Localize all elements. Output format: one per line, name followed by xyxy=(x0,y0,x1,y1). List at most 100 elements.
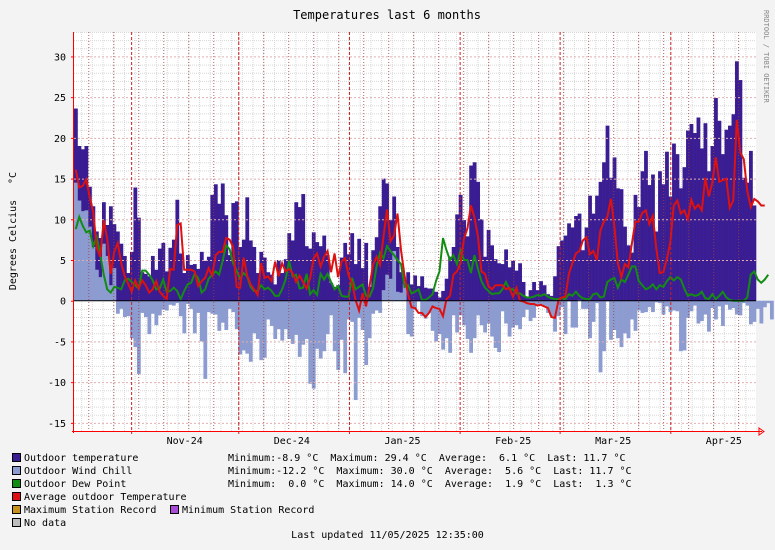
wind-chill-bar xyxy=(343,300,348,374)
wind-chill-bar xyxy=(329,300,334,316)
outdoor-temperature-bar xyxy=(224,215,229,301)
wind-chill-bar xyxy=(210,300,215,314)
wind-chill-bar xyxy=(717,300,722,307)
outdoor-temperature-bar xyxy=(500,264,505,301)
wind-chill-bar xyxy=(374,300,379,311)
outdoor-temperature-bar xyxy=(528,290,533,301)
legend-swatch xyxy=(12,479,21,488)
outdoor-temperature-bar xyxy=(672,143,676,301)
outdoor-temperature-bar xyxy=(525,296,529,301)
wind-chill-bar xyxy=(77,200,82,301)
stat-label-max: Maximum: xyxy=(330,453,379,464)
outdoor-temperature-bar xyxy=(350,233,355,301)
outdoor-temperature-bar xyxy=(465,236,470,301)
wind-chill-bar xyxy=(493,300,498,348)
stats-row-outdoor-temperature: Minimum:-8.9 °C Maximum: 29.4 °C Average… xyxy=(228,452,632,465)
major-grid xyxy=(74,32,756,431)
chart-legend: Outdoor temperature Outdoor Wind Chill O… xyxy=(12,452,187,530)
outdoor-temperature-bar xyxy=(588,195,592,301)
wind-chill-bar xyxy=(80,211,85,301)
outdoor-temperature-bar xyxy=(420,276,425,301)
outdoor-temperature-bar xyxy=(598,181,603,301)
wind-chill-bar xyxy=(693,300,697,306)
outdoor-temperature-bar xyxy=(241,239,246,301)
outdoor-temperature-bar xyxy=(658,171,662,301)
x-tick-label: Nov-24 xyxy=(167,436,203,447)
stat-label-max: Maximum: xyxy=(336,479,385,490)
wind-chill-bar xyxy=(752,300,757,322)
wind-chill-bar xyxy=(74,182,78,301)
stat-unit: °C xyxy=(306,453,319,464)
wind-chill-bar xyxy=(661,300,666,315)
wind-chill-bar xyxy=(448,300,453,353)
wind-chill-bar xyxy=(731,300,736,309)
temperature-chart: Temperatures last 6 months Degrees Celciu… xyxy=(8,8,774,447)
wind-chill-bar xyxy=(441,300,446,350)
wind-chill-bar xyxy=(742,300,746,304)
wind-chill-bar xyxy=(679,300,683,352)
legend-swatch xyxy=(12,505,21,514)
outdoor-temperature-bar xyxy=(178,253,183,301)
wind-chill-bar xyxy=(332,300,337,352)
stat-unit: °C xyxy=(613,453,626,464)
wind-chill-bar xyxy=(175,300,180,304)
outdoor-temperature-bar xyxy=(665,151,669,301)
stat-unit: °C xyxy=(312,466,325,477)
outdoor-temperature-bar xyxy=(749,150,753,301)
wind-chill-bar xyxy=(591,300,596,322)
outdoor-temperature-bar xyxy=(728,125,732,301)
stat-max: 14.0 xyxy=(390,479,415,490)
outdoor-temperature-bar xyxy=(654,231,659,301)
wind-chill-bar xyxy=(609,300,613,340)
wind-chill-bar xyxy=(238,300,243,355)
wind-chill-bar xyxy=(556,300,561,317)
outdoor-temperature-bar xyxy=(521,281,526,301)
outdoor-temperature-bar xyxy=(497,263,501,301)
outdoor-temperature-bar xyxy=(399,272,404,301)
outdoor-temperature-bar xyxy=(227,255,232,301)
wind-chill-bar xyxy=(504,300,508,324)
outdoor-temperature-bar xyxy=(164,271,169,301)
wind-chill-bar xyxy=(255,300,260,339)
legend-item-min-station-record: Minimum Station Record xyxy=(170,504,314,517)
x-tick-label: Feb-25 xyxy=(495,436,531,447)
wind-chill-bar xyxy=(269,300,274,326)
wind-chill-bar xyxy=(700,300,704,322)
outdoor-temperature-bar xyxy=(518,263,522,301)
outdoor-temperature-bar xyxy=(504,249,508,301)
wind-chill-bar xyxy=(444,300,449,339)
legend-item-dew-point: Outdoor Dew Point xyxy=(12,478,187,491)
wind-chill-bar xyxy=(91,246,96,301)
outdoor-temperature-bar xyxy=(353,264,358,301)
wind-chill-bar xyxy=(262,300,267,358)
outdoor-temperature-bar xyxy=(486,229,491,301)
outdoor-temperature-bar xyxy=(269,274,274,301)
outdoor-temperature-bar xyxy=(595,195,599,301)
stat-min: -8.9 xyxy=(276,453,301,464)
outdoor-temperature-bar xyxy=(259,251,264,301)
legend-swatch xyxy=(12,518,21,527)
outdoor-temperature-bar xyxy=(301,194,306,301)
wind-chill-bar xyxy=(483,300,487,333)
outdoor-temperature-bar xyxy=(238,246,243,301)
x-tick-label: Apr-25 xyxy=(706,436,742,447)
wind-chill-bar xyxy=(297,300,302,357)
wind-chill-bar xyxy=(98,277,103,301)
stat-max: 30.0 xyxy=(390,466,415,477)
wind-chill-bar xyxy=(528,300,533,322)
outdoor-temperature-bar xyxy=(213,184,218,301)
wind-chill-bar xyxy=(360,300,365,331)
wind-chill-bar xyxy=(227,300,232,309)
outdoor-temperature-bar xyxy=(273,284,278,301)
outdoor-temperature-bar xyxy=(752,205,757,301)
outdoor-temperature-bar xyxy=(616,188,620,301)
wind-chill-bar xyxy=(112,268,117,301)
wind-chill-bar xyxy=(105,255,110,301)
y-axis-unit: °C xyxy=(8,172,19,184)
wind-chill-bar xyxy=(465,300,470,339)
wind-chill-bar xyxy=(273,300,278,339)
wind-chill-bar xyxy=(122,300,127,317)
outdoor-temperature-bar xyxy=(395,246,400,301)
wind-chill-bar xyxy=(266,300,271,320)
wind-chill-bar xyxy=(451,300,456,316)
